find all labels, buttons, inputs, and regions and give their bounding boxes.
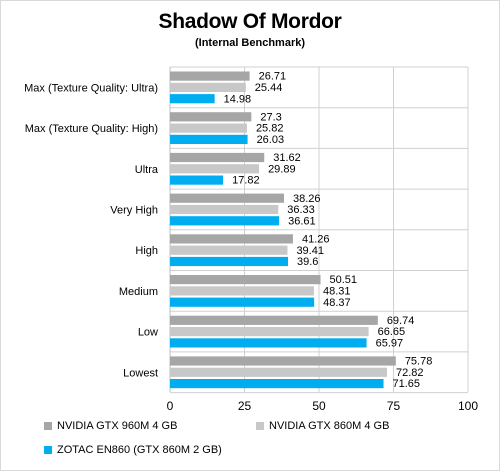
data-label: 26.03 bbox=[257, 134, 285, 146]
data-label: 75.78 bbox=[405, 356, 433, 368]
legend-swatch-gtx860m bbox=[256, 422, 264, 430]
data-label: 26.71 bbox=[259, 71, 287, 83]
data-label: 65.97 bbox=[376, 338, 404, 350]
data-label: 27.3 bbox=[260, 111, 281, 123]
data-label: 36.33 bbox=[287, 204, 315, 216]
x-tick-label: 100 bbox=[458, 399, 478, 413]
bar bbox=[170, 94, 215, 104]
bar bbox=[170, 193, 285, 203]
data-label: 17.82 bbox=[232, 175, 260, 187]
chart-subtitle: (Internal Benchmark) bbox=[194, 37, 306, 49]
x-tick-label: 50 bbox=[312, 399, 326, 413]
data-label: 25.44 bbox=[255, 82, 283, 94]
legend-label-zotac-en860: ZOTAC EN860 (GTX 860M 2 GB) bbox=[57, 444, 222, 456]
data-label: 31.62 bbox=[273, 152, 301, 164]
bar bbox=[170, 367, 388, 377]
category-label: Max (Texture Quality: Ultra) bbox=[24, 82, 158, 94]
bar bbox=[170, 245, 288, 255]
data-label: 48.37 bbox=[323, 297, 351, 309]
data-label: 36.61 bbox=[288, 215, 316, 227]
data-label: 69.74 bbox=[387, 315, 415, 327]
data-label: 71.65 bbox=[393, 378, 421, 390]
x-tick-label: 75 bbox=[387, 399, 401, 413]
x-tick-label: 0 bbox=[167, 399, 174, 413]
bar bbox=[170, 327, 369, 337]
bar bbox=[170, 256, 289, 267]
category-label: Low bbox=[138, 327, 158, 339]
bar bbox=[170, 234, 293, 244]
bar bbox=[170, 315, 378, 325]
bar bbox=[170, 297, 315, 307]
legend-item-gtx860m: NVIDIA GTX 860M 4 GB bbox=[256, 420, 389, 432]
data-label: 39.41 bbox=[296, 245, 324, 257]
bar bbox=[170, 123, 247, 133]
bar bbox=[170, 216, 280, 226]
legend-item-zotac-en860: ZOTAC EN860 (GTX 860M 2 GB) bbox=[44, 444, 222, 456]
data-label: 14.98 bbox=[224, 93, 252, 105]
bar bbox=[170, 112, 252, 122]
legend-label-gtx860m: NVIDIA GTX 860M 4 GB bbox=[269, 420, 390, 432]
data-label: 25.82 bbox=[256, 123, 284, 135]
category-label: Ultra bbox=[135, 164, 159, 176]
bar bbox=[170, 286, 314, 296]
bar bbox=[170, 204, 279, 215]
bar bbox=[170, 175, 224, 185]
data-label: 38.26 bbox=[293, 193, 321, 205]
bar bbox=[170, 82, 246, 92]
data-label: 50.51 bbox=[330, 274, 358, 286]
bar bbox=[170, 356, 396, 366]
category-label: High bbox=[135, 245, 158, 257]
bar bbox=[170, 134, 248, 144]
bar bbox=[170, 379, 384, 389]
chart-title: Shadow Of Mordor bbox=[158, 10, 342, 33]
category-label: Medium bbox=[119, 286, 158, 298]
data-label: 72.82 bbox=[396, 367, 424, 379]
category-label: Very High bbox=[110, 204, 158, 216]
bar bbox=[170, 152, 265, 163]
bar bbox=[170, 275, 321, 285]
category-label: Max (Texture Quality: High) bbox=[25, 123, 158, 135]
bar bbox=[170, 71, 250, 81]
bar bbox=[170, 338, 367, 348]
data-label: 29.89 bbox=[268, 163, 296, 175]
legend-swatch-zotac-en860 bbox=[44, 446, 52, 454]
bar bbox=[170, 164, 260, 174]
legend-swatch-gtx960m bbox=[44, 422, 52, 430]
data-label: 66.65 bbox=[378, 326, 406, 338]
data-label: 39.6 bbox=[297, 256, 318, 268]
data-label: 41.26 bbox=[302, 234, 330, 246]
category-label: Lowest bbox=[123, 367, 158, 379]
legend-item-gtx960m: NVIDIA GTX 960M 4 GB bbox=[44, 420, 177, 432]
data-label: 48.31 bbox=[323, 286, 351, 298]
legend-label-gtx960m: NVIDIA GTX 960M 4 GB bbox=[57, 420, 178, 432]
x-tick-label: 25 bbox=[238, 399, 252, 413]
